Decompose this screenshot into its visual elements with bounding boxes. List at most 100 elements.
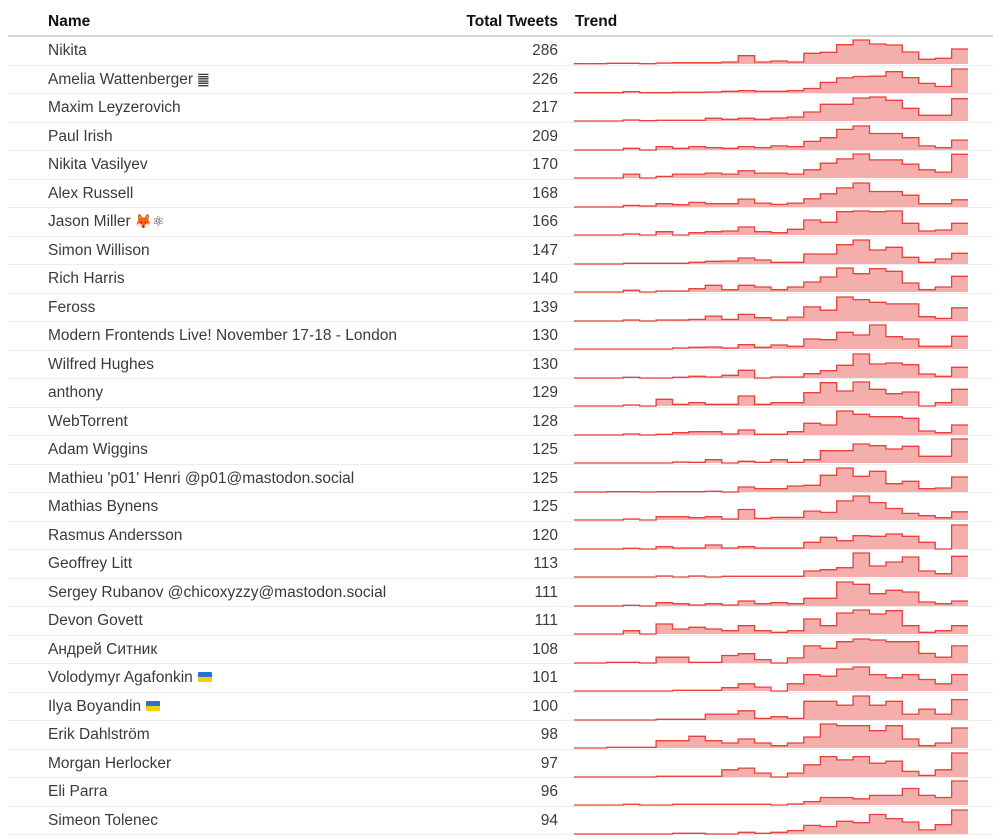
name-text: Maxim Leyzerovich	[48, 99, 181, 116]
total-tweets-cell: 129	[532, 384, 558, 401]
trend-line	[574, 780, 968, 806]
emoji-badge: ䷀	[197, 70, 210, 87]
table-row[interactable]: Rasmus Andersson 120	[8, 522, 993, 550]
column-header-name[interactable]: Name	[48, 13, 91, 30]
trend-line	[574, 466, 968, 493]
name-cell: Amelia Wattenberger ䷀	[48, 71, 210, 89]
total-tweets-cell: 96	[540, 783, 558, 800]
trend-sparkline	[574, 238, 968, 265]
trend-area	[574, 211, 968, 235]
name-text: Rasmus Andersson	[48, 526, 183, 544]
table-row[interactable]: Erik Dahlström 98	[8, 721, 993, 750]
table-row[interactable]: Alex Russell 168	[8, 180, 993, 208]
table-row[interactable]: Feross 139	[8, 294, 993, 322]
trend-sparkline	[574, 808, 968, 835]
trend-area	[574, 40, 968, 64]
table-row[interactable]: Volodymyr Agafonkin 101	[8, 664, 993, 693]
name-text: Simon Willison	[48, 241, 150, 259]
total-tweets-cell: 209	[532, 127, 558, 145]
total-tweets-cell: 168	[532, 184, 558, 202]
table-row[interactable]: Mathias Bynens 125	[8, 493, 993, 522]
total-tweets-cell: 101	[532, 669, 558, 686]
table-row[interactable]: Sergey Rubanov @chicoxyzzy@mastodon.soci…	[8, 579, 993, 607]
trend-sparkline	[574, 723, 968, 749]
trend-line	[574, 409, 968, 436]
trend-line	[574, 238, 968, 265]
trend-area	[574, 410, 968, 435]
trend-sparkline	[574, 124, 968, 151]
column-header-total-tweets[interactable]: Total Tweets	[466, 13, 558, 30]
name-cell: Sergey Rubanov @chicoxyzzy@mastodon.soci…	[48, 584, 386, 602]
name-text: Paul Irish	[48, 127, 113, 145]
trend-line	[574, 552, 968, 578]
name-cell: Devon Govett	[48, 612, 143, 630]
trend-sparkline	[574, 580, 968, 607]
trend-area	[574, 496, 968, 520]
table-row[interactable]: WebTorrent 128	[8, 408, 993, 436]
table-row[interactable]: Simeon Tolenec 94	[8, 807, 993, 835]
trend-line	[574, 808, 968, 835]
tweets-table: Name Total Tweets Trend Nikita 286 Amelia …	[8, 0, 993, 835]
trend-line	[574, 523, 968, 550]
name-text: Mathieu 'p01' Henri @p01@mastodon.social	[48, 469, 355, 487]
trend-sparkline	[574, 39, 968, 65]
total-tweets-cell: 125	[532, 498, 558, 515]
table-row[interactable]: Paul Irish 209	[8, 123, 993, 151]
table-row[interactable]: Adam Wiggins 125	[8, 436, 993, 465]
name-text: Mathias Bynens	[48, 498, 159, 515]
table-row[interactable]: Geoffrey Litt 113	[8, 550, 993, 579]
table-row[interactable]: Simon Willison 147	[8, 237, 993, 265]
name-cell: Simon Willison	[48, 242, 150, 260]
total-tweets-cell: 286	[532, 42, 558, 59]
total-tweets-cell: 147	[532, 241, 558, 259]
name-cell: Nikita Vasilyev	[48, 156, 148, 174]
name-text: Ilya Boyandin	[48, 697, 142, 715]
table-row[interactable]: Ilya Boyandin 100	[8, 693, 993, 721]
table-row[interactable]: Modern Frontends Live! November 17-18 - …	[8, 322, 993, 351]
table-row[interactable]: Wilfred Hughes 130	[8, 351, 993, 379]
name-cell: Erik Dahlström	[48, 726, 150, 744]
trend-area	[574, 781, 968, 805]
total-tweets-cell: 170	[532, 156, 558, 173]
name-text: Modern Frontends Live! November 17-18 - …	[48, 327, 397, 344]
trend-line	[574, 67, 968, 93]
name-cell: Nikita	[48, 42, 87, 60]
table-row[interactable]: Eli Parra 96	[8, 778, 993, 807]
table-row[interactable]: Morgan Herlocker 97	[8, 750, 993, 778]
trend-line	[574, 295, 968, 322]
trend-sparkline	[574, 295, 968, 322]
trend-sparkline	[574, 552, 968, 578]
total-tweets-cell: 111	[534, 612, 558, 629]
name-cell: Geoffrey Litt	[48, 555, 132, 573]
total-tweets-cell: 108	[532, 640, 558, 658]
trend-line	[574, 609, 968, 635]
total-tweets-cell: 111	[534, 583, 558, 601]
trend-sparkline	[574, 381, 968, 407]
name-cell: Rasmus Andersson	[48, 527, 182, 545]
trend-sparkline	[574, 666, 968, 692]
name-cell: Simeon Tolenec	[48, 812, 158, 830]
table-row[interactable]: anthony 129	[8, 379, 993, 408]
name-text: Alex Russell	[48, 184, 134, 202]
table-row[interactable]: Devon Govett 111	[8, 607, 993, 636]
table-row[interactable]: Jason Miller 🦊⚛ 166	[8, 208, 993, 237]
table-row[interactable]: Андрей Ситник 108	[8, 636, 993, 664]
table-row[interactable]: Nikita 286	[8, 37, 993, 66]
name-text: Amelia Wattenberger	[48, 70, 194, 88]
table-row[interactable]: Maxim Leyzerovich 217	[8, 94, 993, 123]
trend-sparkline	[574, 780, 968, 806]
table-row[interactable]: Amelia Wattenberger ䷀ 226	[8, 66, 993, 94]
trend-sparkline	[574, 67, 968, 93]
trend-area	[574, 68, 968, 93]
total-tweets-cell: 130	[532, 355, 558, 373]
emoji-badge: 🦊⚛	[134, 213, 165, 229]
trend-area	[574, 638, 968, 663]
trend-line	[574, 495, 968, 521]
total-tweets-cell: 139	[532, 298, 558, 316]
name-text: Erik Dahlström	[48, 726, 150, 743]
table-row[interactable]: Nikita Vasilyev 170	[8, 151, 993, 180]
name-cell: Mathieu 'p01' Henri @p01@mastodon.social	[48, 470, 354, 488]
table-row[interactable]: Mathieu 'p01' Henri @p01@mastodon.social…	[8, 465, 993, 493]
table-row[interactable]: Rich Harris 140	[8, 265, 993, 294]
name-text: Nikita	[48, 42, 87, 59]
